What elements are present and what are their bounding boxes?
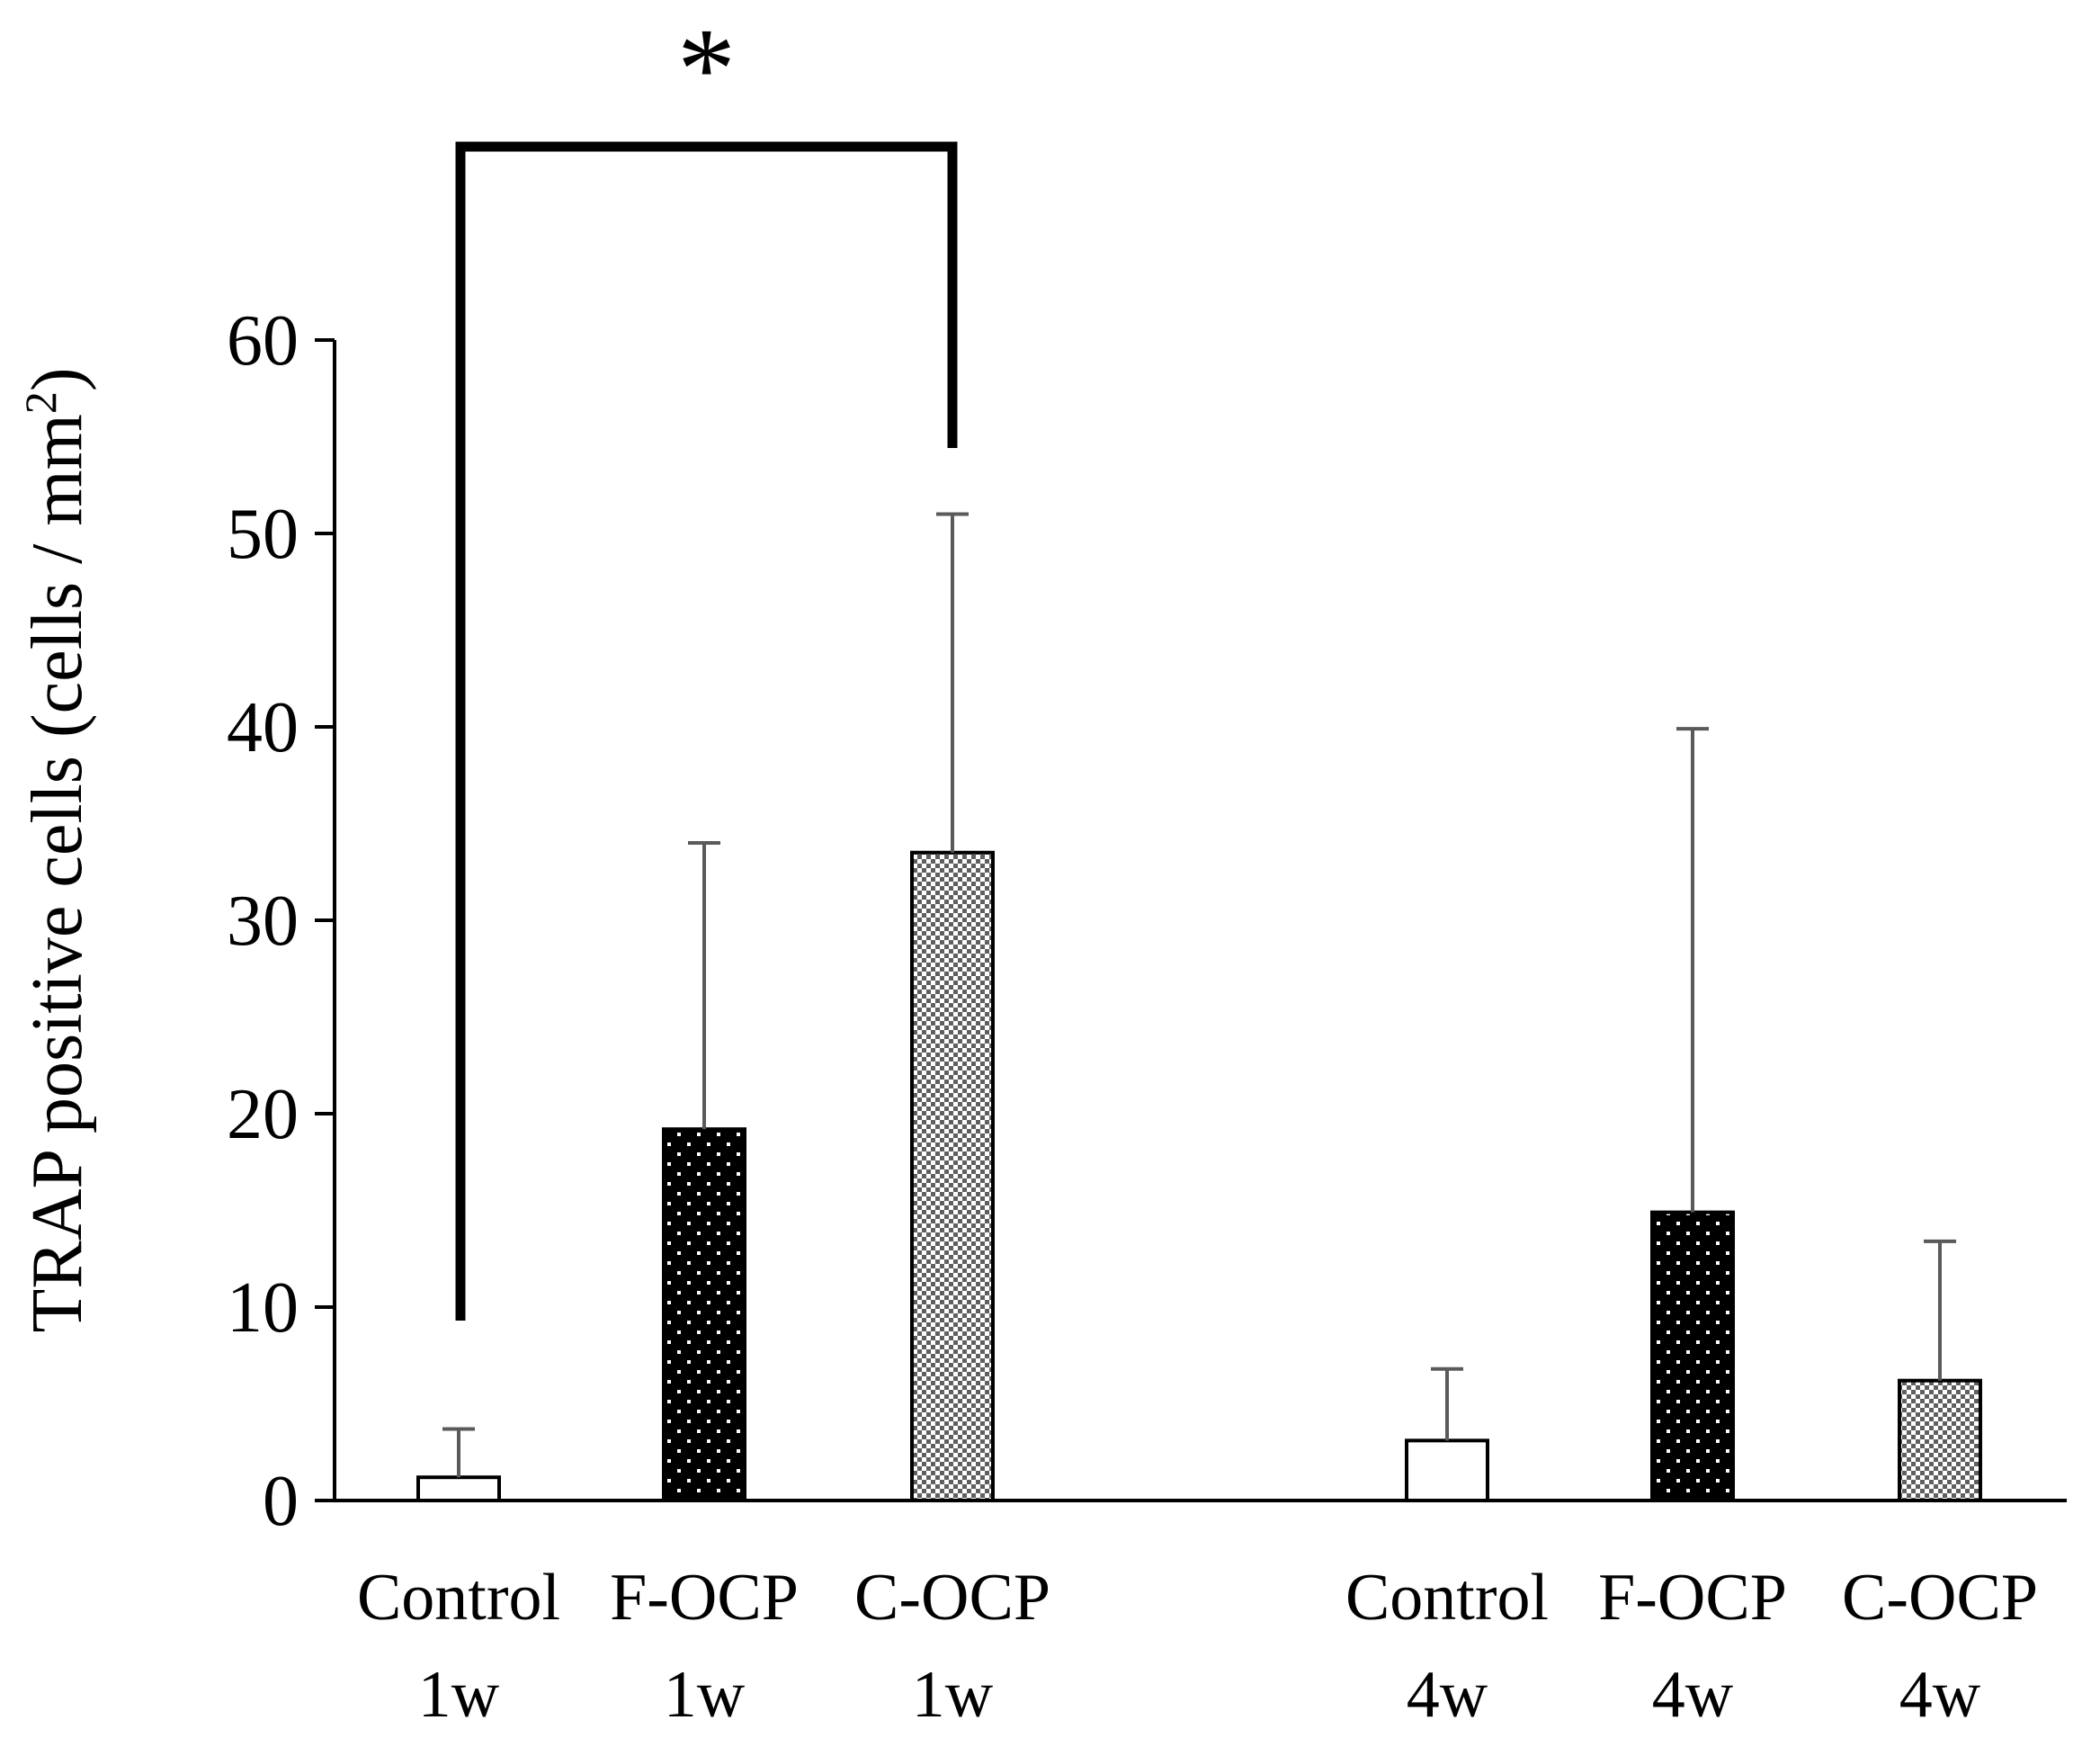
y-tick-label: 0 — [263, 1462, 299, 1541]
y-tick-label: 10 — [227, 1268, 299, 1348]
x-tick-labels: Control 1w F-OCP 1w C-OCP 1w Control 4w F-OCP 4w C… — [357, 1561, 2038, 1732]
y-axis-title-suffix: ) — [18, 367, 97, 391]
significance-bracket-line — [455, 141, 958, 1321]
x-category-label-line2: 4w — [1899, 1658, 1981, 1732]
y-tick-label: 30 — [227, 882, 299, 961]
y-axis-title: TRAP positive cells (cells / mm2) — [15, 367, 97, 1332]
y-tick-label: 20 — [227, 1075, 299, 1154]
error-bars-layer — [442, 512, 1956, 1478]
significance-bracket: * — [455, 4, 958, 1321]
significance-star: * — [677, 4, 736, 134]
x-category-label-line2: 1w — [912, 1658, 994, 1732]
x-category-label-line1: C-OCP — [854, 1561, 1050, 1635]
x-category-label-line1: Control — [357, 1561, 560, 1635]
x-category-label-line1: C-OCP — [1842, 1561, 2038, 1635]
x-category-label-line2: 1w — [664, 1658, 746, 1732]
x-category-label-line2: 4w — [1407, 1658, 1488, 1732]
y-tick-label: 60 — [227, 301, 299, 381]
x-category-label-line1: F-OCP — [1598, 1561, 1787, 1635]
bar-0 — [416, 1475, 501, 1502]
y-axis-title-superscript: 2 — [15, 391, 66, 414]
x-category-label-line2: 4w — [1652, 1658, 1734, 1732]
bars-layer — [416, 850, 1982, 1503]
y-ticks: 0 10 20 30 40 50 60 — [227, 301, 335, 1541]
x-category-label-line2: 1w — [418, 1658, 500, 1732]
bar-2 — [910, 850, 995, 1502]
bar-4 — [1650, 1210, 1735, 1503]
bar-1 — [662, 1127, 746, 1502]
y-tick-label: 50 — [227, 495, 299, 574]
x-category-label-line1: F-OCP — [610, 1561, 799, 1635]
bar-3 — [1405, 1438, 1489, 1502]
x-category-label-line1: Control — [1345, 1561, 1549, 1635]
bar-5 — [1898, 1378, 1982, 1502]
y-tick-label: 40 — [227, 688, 299, 767]
y-axis-title-main: TRAP positive cells (cells / mm — [18, 414, 97, 1332]
